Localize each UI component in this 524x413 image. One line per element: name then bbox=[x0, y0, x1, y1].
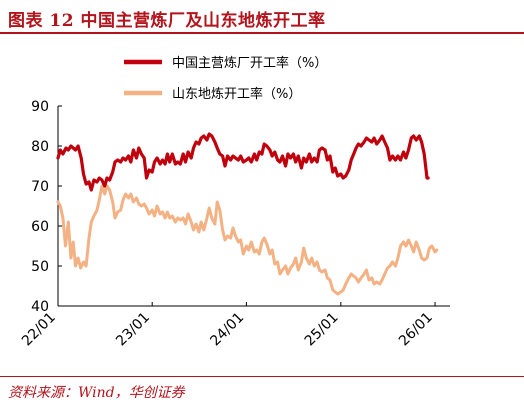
y-tick-label-90: 90 bbox=[31, 99, 49, 115]
figure-title: 图表 12 中国主营炼厂及山东地炼开工率 bbox=[8, 11, 326, 31]
chart-legend: 中国主营炼厂开工率（%） 山东地炼开工率（%） bbox=[124, 55, 327, 102]
x-tick-label-2: 23/01 bbox=[113, 310, 153, 350]
x-tick-label-3: 24/01 bbox=[207, 310, 247, 350]
figure-header: 图表 12 中国主营炼厂及山东地炼开工率 bbox=[0, 0, 524, 34]
y-axis: 40 50 60 70 80 90 bbox=[31, 99, 62, 315]
legend-label-2: 山东地炼开工率（%） bbox=[172, 86, 301, 102]
y-tick-label-40: 40 bbox=[31, 299, 49, 315]
legend-label-1: 中国主营炼厂开工率（%） bbox=[172, 55, 327, 71]
x-axis: 22/01 23/01 24/01 25/01 26/01 bbox=[19, 302, 450, 349]
header-rule bbox=[0, 32, 524, 34]
x-tick-label-1: 22/01 bbox=[19, 310, 59, 350]
source-note: 资料来源：Wind，华创证券 bbox=[8, 385, 185, 401]
series-line-1 bbox=[56, 132, 430, 192]
plot-area bbox=[56, 132, 439, 296]
footer-rule bbox=[0, 376, 524, 377]
y-tick-label-50: 50 bbox=[31, 259, 49, 275]
series-line-2 bbox=[56, 184, 439, 296]
x-tick-label-4: 25/01 bbox=[302, 310, 342, 350]
y-tick-label-70: 70 bbox=[31, 179, 49, 195]
x-tick-label-5: 26/01 bbox=[396, 310, 436, 350]
y-tick-label-60: 60 bbox=[31, 219, 49, 235]
refinery-utilization-chart: 中国主营炼厂开工率（%） 山东地炼开工率（%） 40 50 60 70 80 90 22/0… bbox=[19, 55, 450, 349]
y-tick-label-80: 80 bbox=[31, 139, 49, 155]
